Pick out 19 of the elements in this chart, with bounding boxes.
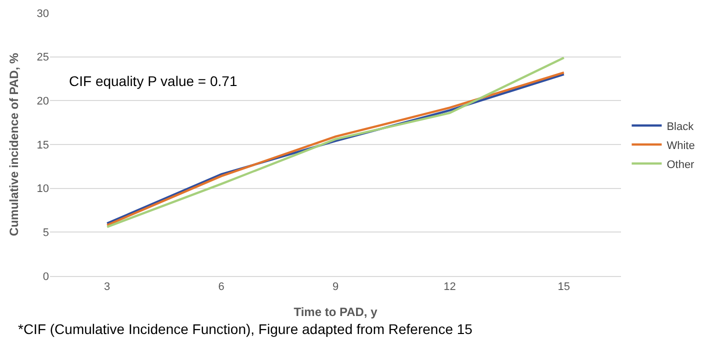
x-tick-label: 12	[444, 281, 456, 294]
y-tick-label: 15	[36, 139, 49, 152]
y-tick-label: 30	[36, 8, 49, 20]
legend-label: Black	[666, 120, 694, 133]
y-tick-label: 25	[36, 52, 49, 64]
x-tick-label: 3	[104, 281, 110, 294]
y-tick-label: 20	[36, 96, 49, 108]
x-axis-title: Time to PAD, y	[294, 305, 378, 320]
x-tick-label: 9	[332, 281, 339, 294]
text: *CIF (Cumulative Incidence Function), Figure adapted from Reference 15	[18, 321, 473, 337]
y-tick-label: 5	[42, 227, 49, 240]
y-tick-label: 0	[42, 270, 49, 283]
x-tick-label: 6	[218, 281, 224, 294]
annotation: CIF equality P value = 0.71	[69, 73, 238, 89]
y-tick-label: 10	[36, 183, 49, 196]
legend-label: White	[666, 140, 695, 152]
y-axis-title: Cumulative incidence of PAD, %	[7, 52, 22, 236]
legend-label: Other	[666, 158, 695, 171]
x-tick-label: 15	[558, 281, 570, 294]
